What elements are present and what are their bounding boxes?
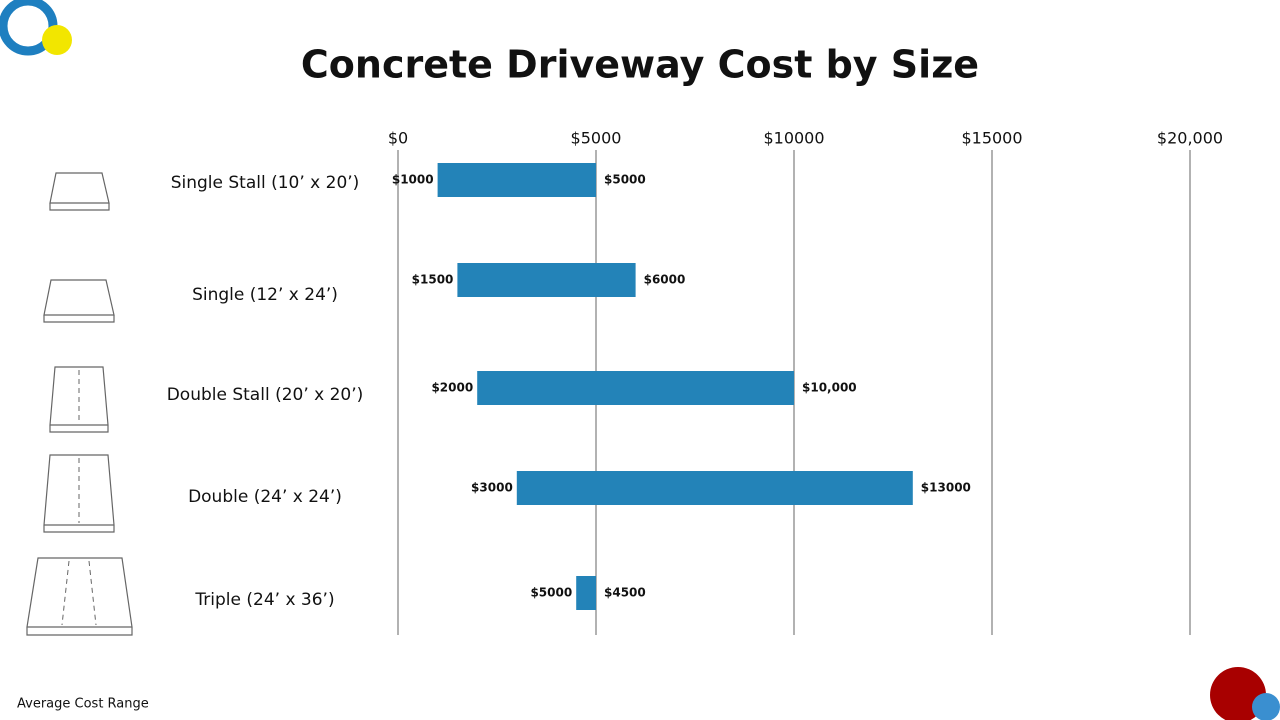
- legend-label: Average Cost Range: [17, 697, 149, 712]
- data-label: $10,000: [802, 381, 857, 395]
- data-label: $1500: [412, 273, 454, 287]
- data-label: $4500: [604, 586, 646, 600]
- x-tick-label: $5000: [571, 129, 622, 148]
- x-tick-label: $20,000: [1157, 129, 1223, 148]
- data-label: $1000: [392, 173, 434, 187]
- bar: [516, 471, 913, 505]
- category-label: Single Stall (10’ x 20’): [171, 173, 360, 193]
- data-label: $13000: [921, 481, 971, 495]
- category-label: Double Stall (20’ x 20’): [167, 385, 364, 405]
- bar: [477, 371, 794, 405]
- bar: [457, 263, 636, 297]
- category-label: Single (12’ x 24’): [192, 285, 338, 305]
- bar: [437, 163, 596, 197]
- category-label: Double (24’ x 24’): [188, 487, 342, 507]
- size-icons: [26, 172, 133, 636]
- data-label: $6000: [644, 273, 686, 287]
- x-tick-label: $10000: [763, 129, 824, 148]
- data-label: $3000: [471, 481, 513, 495]
- bar: [576, 576, 596, 610]
- data-label: $5000: [530, 586, 572, 600]
- category-label: Triple (24’ x 36’): [194, 590, 334, 610]
- chart-title: Concrete Driveway Cost by Size: [301, 43, 979, 87]
- x-tick-label: $15000: [961, 129, 1022, 148]
- data-label: $5000: [604, 173, 646, 187]
- data-label: $2000: [431, 381, 473, 395]
- x-tick-label: $0: [388, 129, 408, 148]
